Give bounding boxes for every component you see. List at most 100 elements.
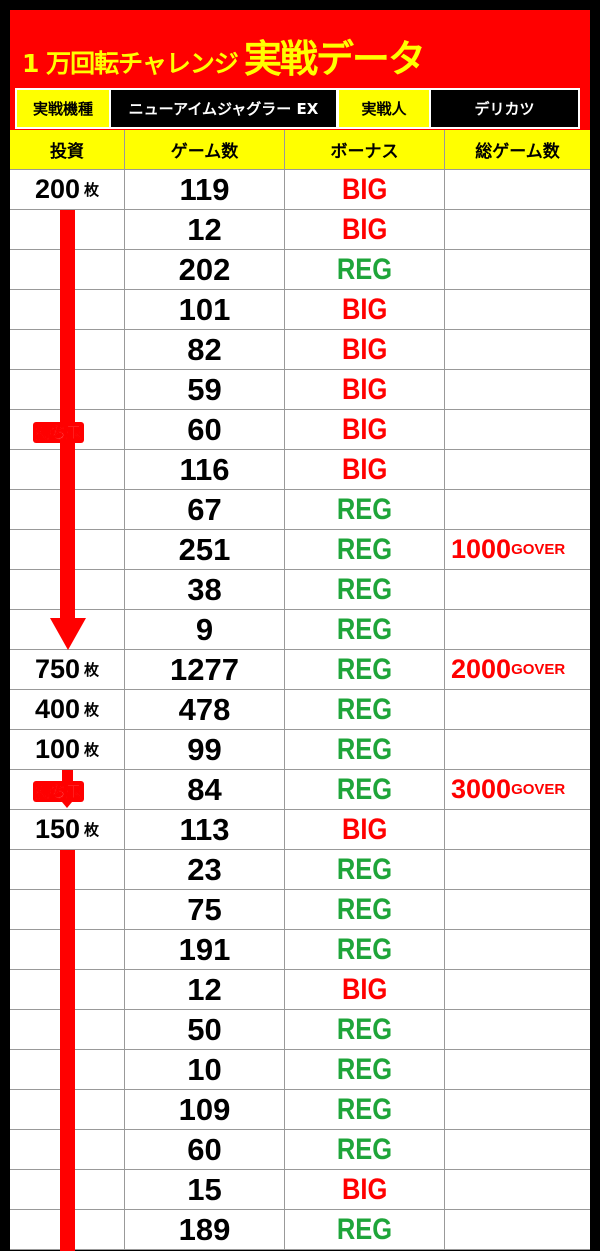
table-row: 38 REG: [10, 570, 590, 610]
investment-value: 400: [34, 694, 81, 724]
investment-cell: 200 枚: [10, 170, 125, 209]
investment-cell: [10, 330, 125, 369]
investment-cell: 400 枚: [10, 690, 125, 729]
table-row: 100 枚 99 REG: [10, 730, 590, 770]
total-suffix: GOVER: [511, 781, 566, 798]
bonus-type: REG: [336, 492, 393, 526]
investment-cell: [10, 1010, 125, 1049]
investment-cell: [10, 970, 125, 1009]
table-row: 150 枚 113 BIG: [10, 810, 590, 850]
games-cell: 15: [125, 1170, 285, 1209]
total-cell: [445, 210, 590, 249]
bonus-type: REG: [336, 1092, 393, 1126]
unit-label: 枚: [84, 741, 100, 759]
bonus-cell: BIG: [285, 210, 445, 249]
machine-info: 実戦機種 ニューアイムジャグラー EX: [15, 88, 338, 129]
bonus-cell: BIG: [285, 370, 445, 409]
investment-cell: 150 枚: [10, 810, 125, 849]
investment-cell: [10, 210, 125, 249]
bonus-type: BIG: [341, 452, 388, 486]
bonus-cell: REG: [285, 1210, 445, 1249]
total-cell: [445, 1210, 590, 1249]
unit-label: 枚: [84, 701, 100, 719]
bonus-type: REG: [336, 732, 393, 766]
bonus-type: REG: [336, 772, 393, 806]
table-row: 60 REG: [10, 1130, 590, 1170]
games-cell: 84: [125, 770, 285, 809]
bonus-cell: BIG: [285, 410, 445, 449]
arrow-head-1: [50, 618, 86, 650]
total-cell: [445, 1010, 590, 1049]
total-cell: [445, 250, 590, 289]
bonus-cell: REG: [285, 250, 445, 289]
total-cell: [445, 890, 590, 929]
table-row: 15 BIG: [10, 1170, 590, 1210]
games-cell: 191: [125, 930, 285, 969]
table-row: 50 REG: [10, 1010, 590, 1050]
investment-cell: [10, 1210, 125, 1249]
total-cell: [445, 330, 590, 369]
games-cell: 189: [125, 1210, 285, 1249]
bonus-cell: REG: [285, 730, 445, 769]
table-row: 202 REG: [10, 250, 590, 290]
bonus-type: REG: [336, 852, 393, 886]
investment-cell: [10, 250, 125, 289]
bonus-type: REG: [336, 252, 393, 286]
total-cell: [445, 1090, 590, 1129]
table-row: 9 REG: [10, 610, 590, 650]
bonus-type: REG: [336, 532, 393, 566]
investment-value: 200: [34, 174, 81, 204]
bonus-type: BIG: [341, 172, 388, 206]
table-row: 10 REG: [10, 1050, 590, 1090]
bonus-cell: REG: [285, 650, 445, 689]
bonus-type: REG: [336, 612, 393, 646]
header-banner: 1 万回転チャレンジ 実戦データ 実戦機種 ニューアイムジャグラー EX 実戦人 …: [10, 10, 590, 130]
bonus-cell: BIG: [285, 810, 445, 849]
bonus-cell: BIG: [285, 1170, 445, 1209]
bonus-cell: BIG: [285, 290, 445, 329]
unit-label: 枚: [84, 661, 100, 679]
bonus-type: BIG: [341, 1172, 388, 1206]
bonus-cell: REG: [285, 530, 445, 569]
bonus-cell: REG: [285, 610, 445, 649]
bonus-cell: REG: [285, 570, 445, 609]
investment-cell: [10, 290, 125, 329]
games-cell: 251: [125, 530, 285, 569]
table-row: 12 BIG: [10, 970, 590, 1010]
bonus-type: REG: [336, 932, 393, 966]
page-title: 1 万回転チャレンジ 実戦データ: [22, 28, 426, 83]
investment-cell: 750 枚: [10, 650, 125, 689]
table-row: 400 枚 478 REG: [10, 690, 590, 730]
games-cell: 10: [125, 1050, 285, 1089]
investment-cell: [10, 370, 125, 409]
total-cell: [445, 170, 590, 209]
bonus-type: REG: [336, 692, 393, 726]
player-info: 実戦人 デリカツ: [337, 88, 580, 129]
table-row: 67 REG: [10, 490, 590, 530]
bonus-cell: REG: [285, 490, 445, 529]
mochidama-label-1: 持ち玉: [33, 422, 85, 443]
bonus-type: BIG: [341, 332, 388, 366]
table-row: 251 REG 1000 GOVER: [10, 530, 590, 570]
bonus-type: REG: [336, 1052, 393, 1086]
table-row: 75 REG: [10, 890, 590, 930]
investment-cell: [10, 610, 125, 649]
investment-cell: [10, 1170, 125, 1209]
bonus-type: BIG: [341, 412, 388, 446]
bonus-type: BIG: [341, 972, 388, 1006]
games-cell: 59: [125, 370, 285, 409]
table-row: 101 BIG: [10, 290, 590, 330]
title-data: 実戦データ: [243, 37, 426, 81]
investment-cell: [10, 1130, 125, 1169]
games-cell: 12: [125, 210, 285, 249]
table-row: 12 BIG: [10, 210, 590, 250]
bonus-cell: BIG: [285, 330, 445, 369]
mochidama-arrow-1: [60, 210, 75, 622]
investment-value: 100: [34, 734, 81, 764]
bonus-type: REG: [336, 1132, 393, 1166]
total-cell: [445, 930, 590, 969]
total-cell: [445, 490, 590, 529]
games-cell: 109: [125, 1090, 285, 1129]
total-cell: 1000 GOVER: [445, 530, 590, 569]
bonus-cell: BIG: [285, 450, 445, 489]
